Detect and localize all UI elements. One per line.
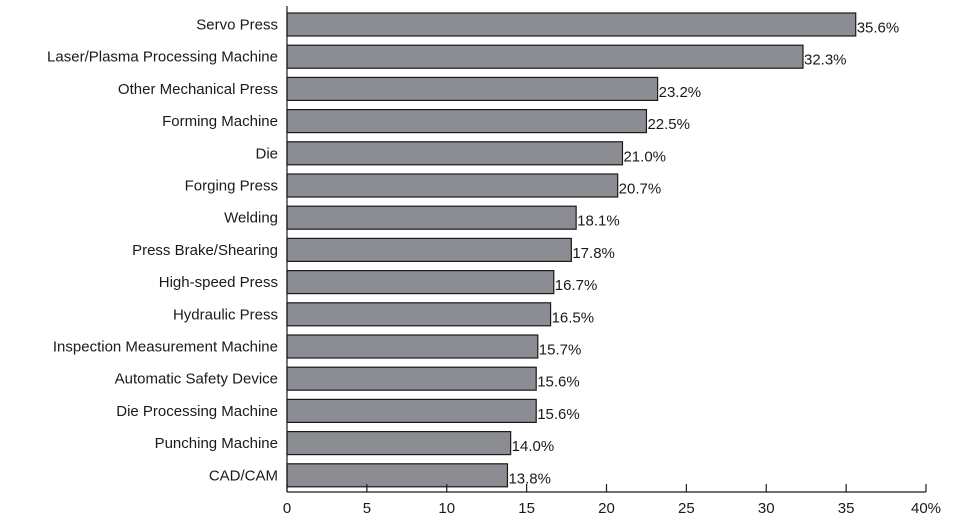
value-label: 21.0% <box>623 148 666 165</box>
bar <box>286 237 572 262</box>
bar <box>286 12 857 37</box>
value-label: 15.7% <box>539 342 582 359</box>
category-label: High-speed Press <box>159 274 278 291</box>
x-tick-label: 35 <box>838 500 855 517</box>
bar <box>286 205 577 230</box>
value-label: 16.5% <box>552 309 595 326</box>
bar <box>286 366 537 391</box>
value-label: 17.8% <box>572 245 615 262</box>
value-label: 15.6% <box>537 374 580 391</box>
category-label: CAD/CAM <box>209 467 278 484</box>
bar <box>286 76 659 102</box>
bar <box>286 302 552 327</box>
labels-layer: Servo Press 35.6% Laser/Plasma Processing … <box>47 17 941 518</box>
value-label: 23.2% <box>659 84 702 101</box>
category-label: Laser/Plasma Processing Machine <box>47 49 278 66</box>
bar <box>286 334 539 359</box>
category-label: Servo Press <box>196 17 278 34</box>
category-label: Hydraulic Press <box>173 306 278 323</box>
category-label: Welding <box>224 210 278 227</box>
bar <box>286 141 624 166</box>
axis-layer <box>286 6 927 493</box>
bar <box>286 270 555 295</box>
category-label: Forming Machine <box>162 113 278 130</box>
value-label: 14.0% <box>512 438 555 455</box>
x-tick-label: 20 <box>598 500 615 517</box>
x-tick-label: 0 <box>283 500 291 517</box>
bar <box>286 463 509 488</box>
category-label: Punching Machine <box>155 435 278 452</box>
value-label: 13.8% <box>508 470 551 487</box>
category-label: Inspection Measurement Machine <box>53 339 278 356</box>
value-label: 18.1% <box>577 213 620 230</box>
category-label: Press Brake/Shearing <box>132 242 278 259</box>
category-label: Automatic Safety Device <box>115 371 278 388</box>
value-label: 22.5% <box>647 116 690 133</box>
bar <box>286 44 804 69</box>
value-label: 15.6% <box>537 406 580 423</box>
bar <box>286 431 512 456</box>
x-tick-label: 10 <box>438 500 455 517</box>
x-tick-label: 15 <box>518 500 535 517</box>
bar <box>286 398 537 423</box>
value-label: 35.6% <box>857 20 900 37</box>
x-tick-label: 30 <box>758 500 775 517</box>
category-label: Other Mechanical Press <box>118 81 278 98</box>
value-label: 16.7% <box>555 277 598 294</box>
bar <box>286 173 619 198</box>
bar <box>286 108 648 134</box>
value-label: 20.7% <box>619 181 662 198</box>
category-label: Forging Press <box>185 178 278 195</box>
x-tick-label: 25 <box>678 500 695 517</box>
category-label: Die Processing Machine <box>116 403 278 420</box>
x-tick-label: 5 <box>363 500 371 517</box>
category-label: Die <box>255 145 278 162</box>
value-label: 32.3% <box>804 52 847 69</box>
x-tick-label: 40% <box>911 500 941 517</box>
